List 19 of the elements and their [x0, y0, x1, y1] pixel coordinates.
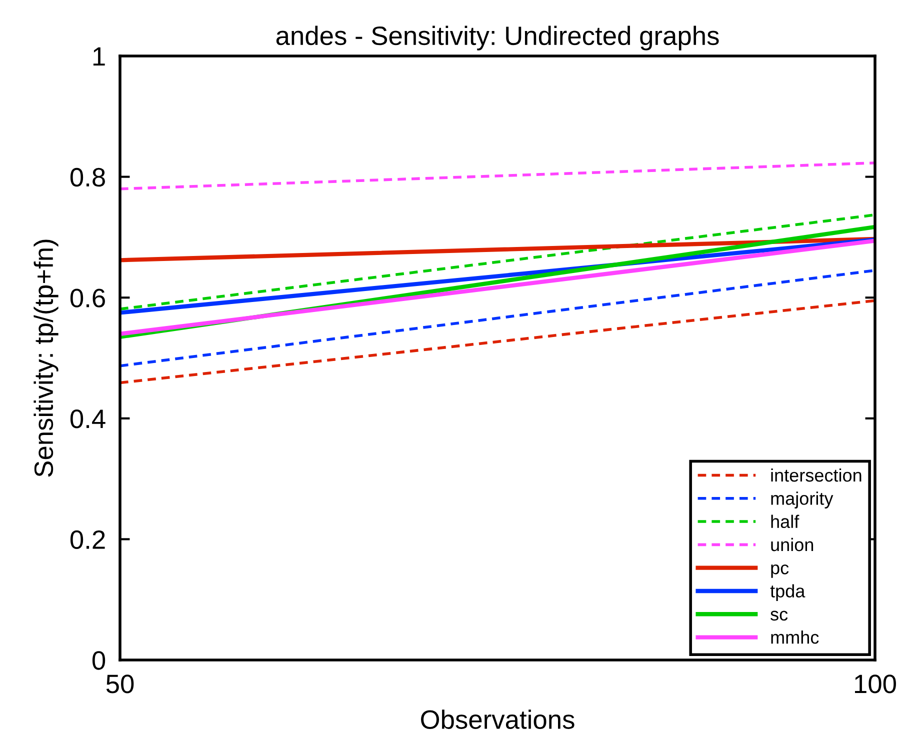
- chart-title: andes - Sensitivity: Undirected graphs: [276, 26, 719, 50]
- y-tick-label: 0.8: [70, 168, 105, 187]
- legend-label: half: [771, 514, 800, 528]
- y-tick-label: 0.6: [70, 288, 105, 308]
- legend-label: intersection: [771, 468, 862, 482]
- legend-label: sc: [770, 610, 788, 621]
- legend-label: union: [771, 538, 814, 552]
- legend-label: tpda: [770, 584, 806, 602]
- legend-label: majority: [771, 492, 834, 508]
- y-tick-label: 0.2: [70, 530, 105, 550]
- y-tick-label: 0.4: [70, 410, 106, 428]
- y-tick-label: 0: [92, 651, 106, 670]
- x-axis-title: Observations: [421, 710, 574, 729]
- x-tick-label: 100: [855, 674, 896, 694]
- legend-label: pc: [771, 564, 789, 578]
- y-axis-title: Sensitivity: tp/(tp+fn): [34, 240, 58, 477]
- legend-label: mmhc: [771, 630, 819, 644]
- y-tick-label: 1: [93, 47, 105, 66]
- x-tick-label: 50: [106, 674, 134, 694]
